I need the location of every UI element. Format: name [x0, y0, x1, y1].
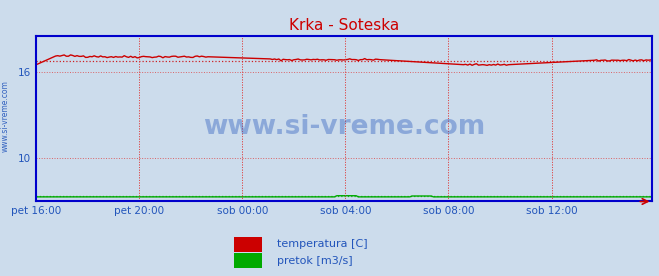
Text: temperatura [C]: temperatura [C]: [277, 239, 368, 249]
Text: www.si-vreme.com: www.si-vreme.com: [1, 80, 10, 152]
Text: www.si-vreme.com: www.si-vreme.com: [203, 114, 486, 140]
Text: pretok [m3/s]: pretok [m3/s]: [277, 256, 353, 266]
Title: Krka - Soteska: Krka - Soteska: [289, 18, 399, 33]
